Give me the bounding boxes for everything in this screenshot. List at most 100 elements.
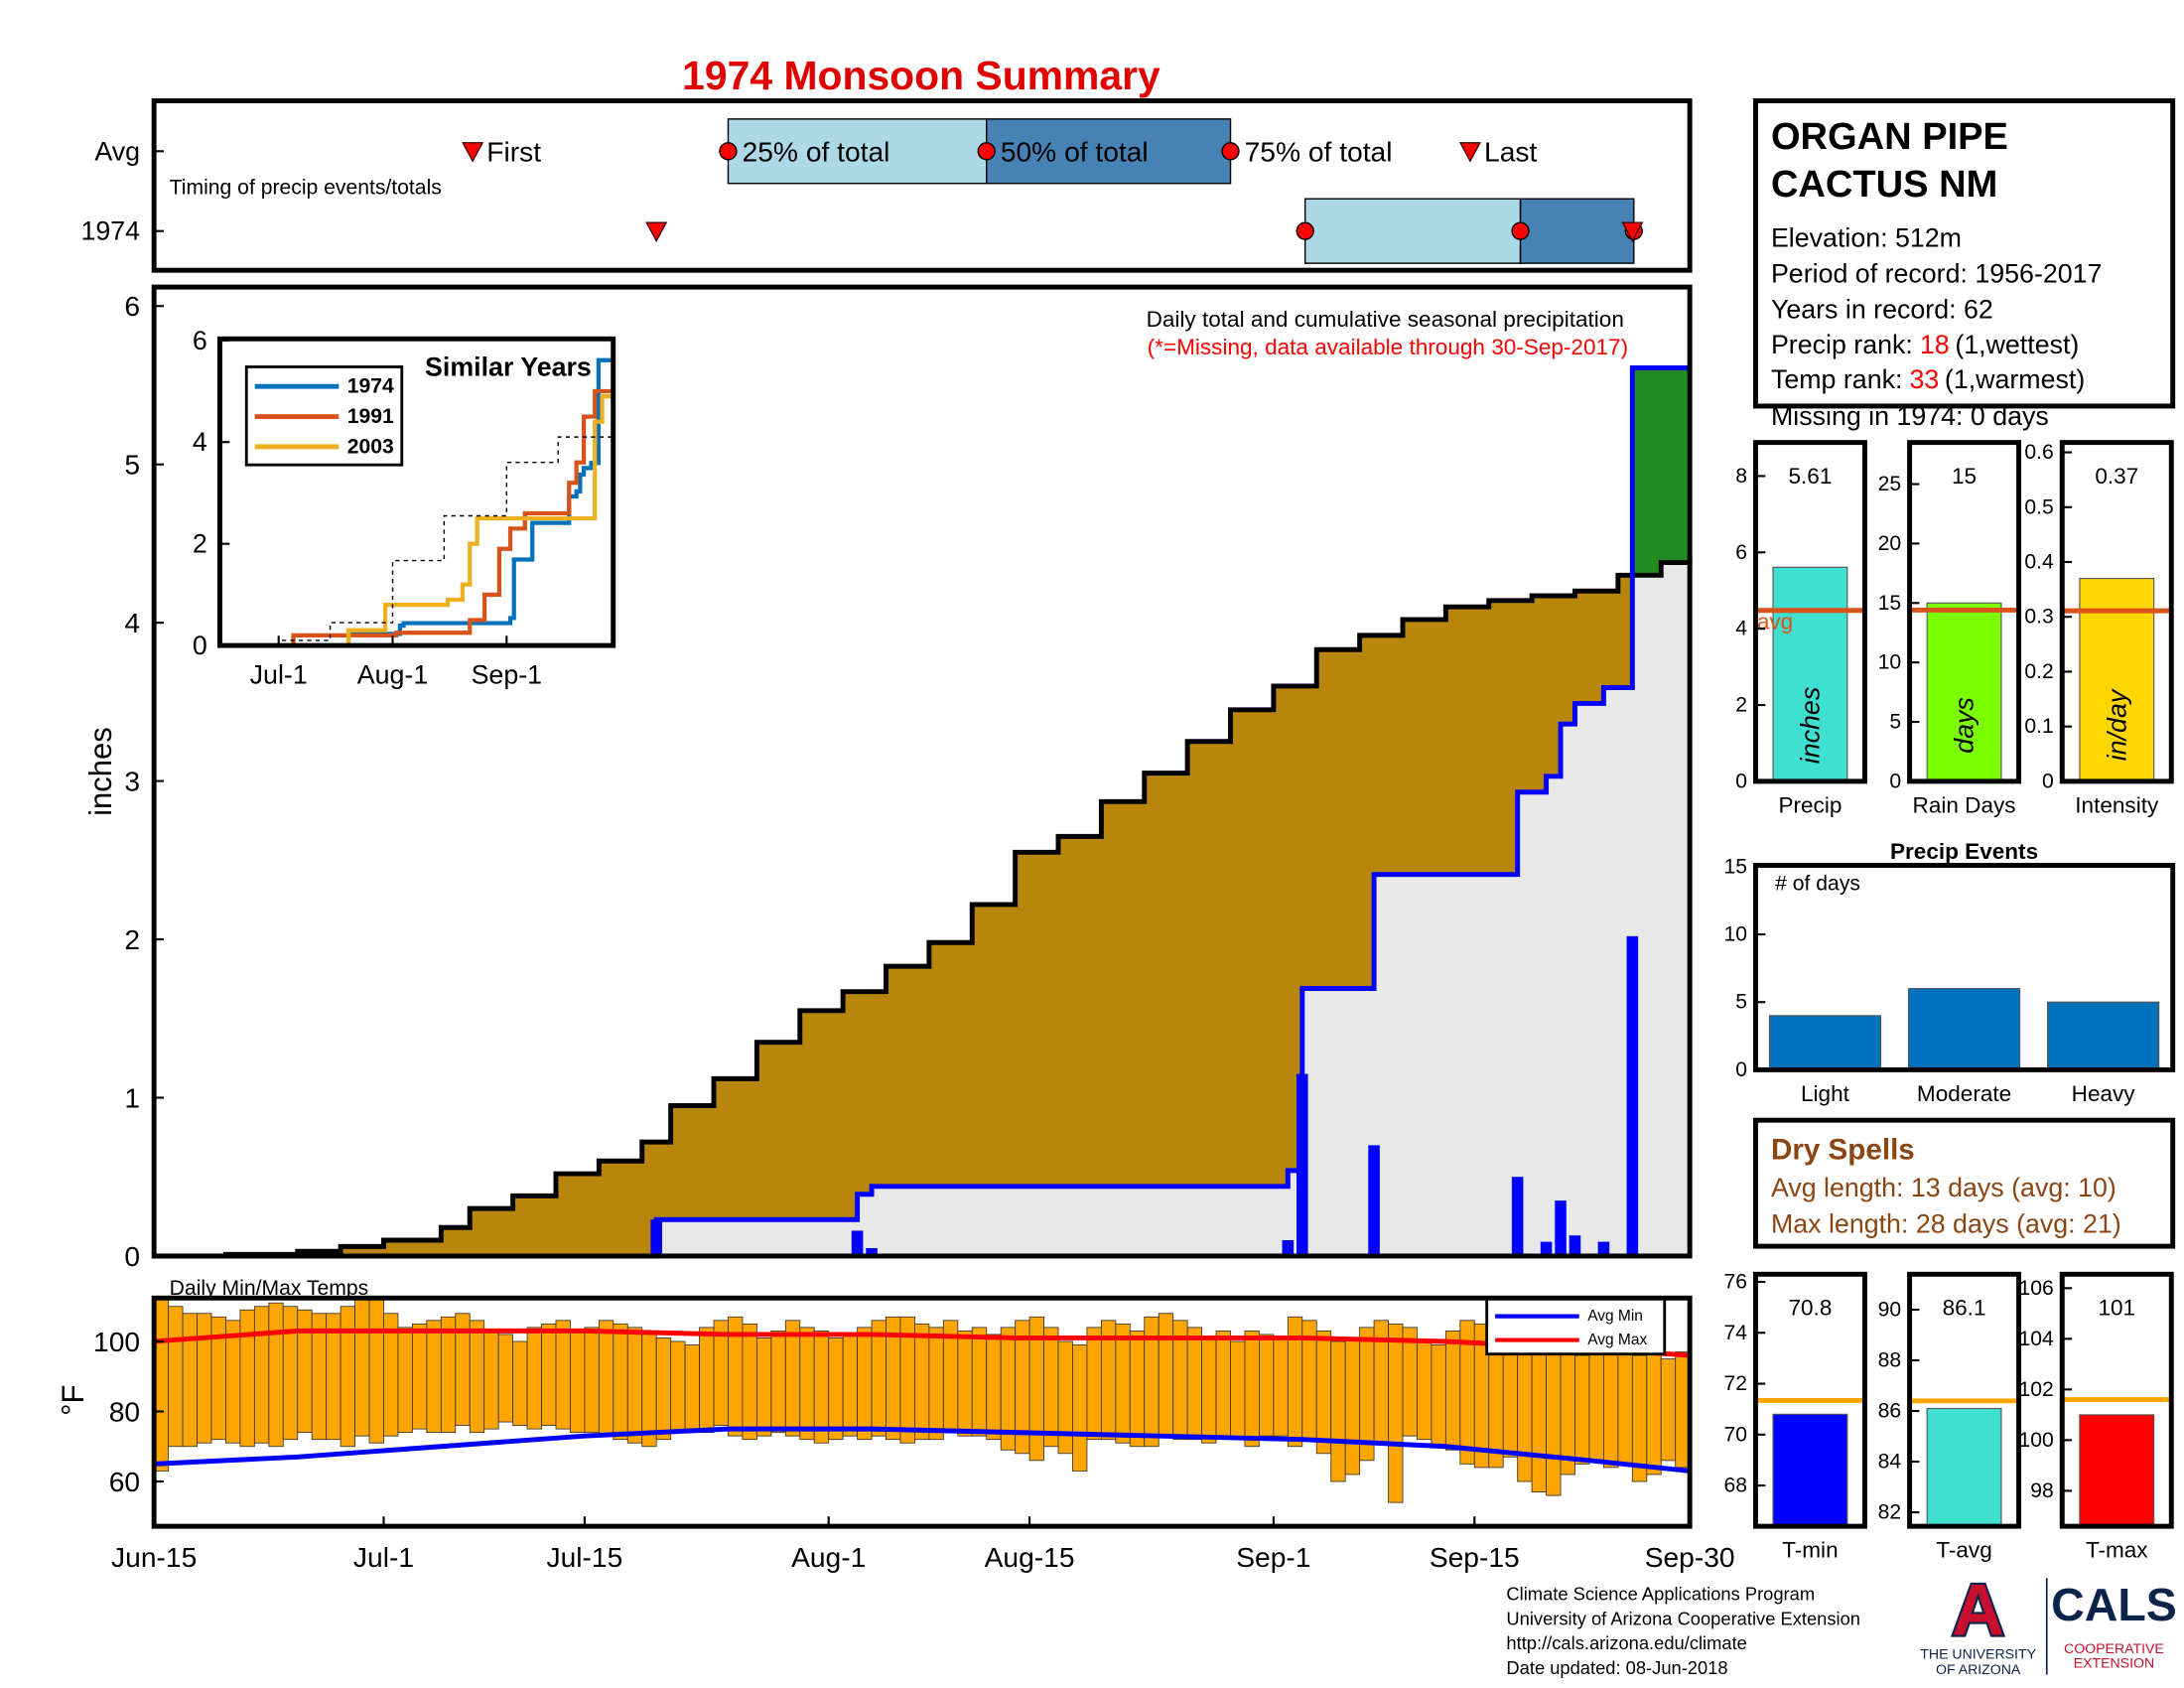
dry-spells-line: Avg length: 13 days (avg: 10) (1771, 1173, 2116, 1202)
temp-range-bar (626, 1327, 643, 1444)
rank-note: (1,warmest) (1945, 364, 2085, 394)
rank-label: Temp rank: (1771, 364, 1902, 394)
temp-range-bar (1330, 1340, 1346, 1482)
category-label: Intensity (2075, 792, 2159, 817)
year-area (154, 556, 1691, 1256)
value-label: 15 (1952, 464, 1977, 489)
temp-range-bar (168, 1306, 184, 1448)
temp-range-bar (282, 1306, 299, 1441)
event-marker (1621, 221, 1644, 243)
temp-range-bar (541, 1323, 557, 1427)
y-tick-label: 0.3 (2024, 606, 2053, 629)
logo-extension: EXTENSION (2074, 1655, 2154, 1671)
temp-range-bar (928, 1327, 944, 1441)
marker-label: First (486, 135, 541, 167)
station-name: ORGAN PIPE (1771, 116, 2008, 158)
logo-university: THE UNIVERSITY (1920, 1645, 2036, 1661)
legend-label: Avg Max (1587, 1332, 1647, 1348)
y-tick-label: 5 (124, 449, 140, 481)
temp-range-bar (1388, 1323, 1404, 1503)
y-tick-label: 4 (124, 607, 140, 638)
y-tick-label: 0 (2042, 770, 2054, 792)
y-tick-label: 84 (1878, 1451, 1902, 1474)
station-rank: Precip rank: 18 (1,wettest) (1771, 330, 2079, 359)
series-line (219, 420, 614, 646)
y-tick-label: 70 (1723, 1423, 1747, 1446)
y-tick-label: 0 (124, 1240, 140, 1272)
y-tick-label: 72 (1723, 1372, 1747, 1395)
category-label: Rain Days (1913, 792, 2016, 817)
y-tick-label: 76 (1723, 1270, 1747, 1293)
temp-range-bar (1574, 1354, 1590, 1465)
x-tick-label: Jul-15 (547, 1541, 623, 1573)
frame (2059, 440, 2174, 784)
temp-range-bar (526, 1327, 542, 1430)
y-tick-label: 0 (1735, 1058, 1747, 1081)
temp-range-bar (842, 1334, 859, 1437)
legend-label: 1974 (347, 375, 394, 398)
temp-range-bar (742, 1323, 757, 1441)
temp-range-bar (555, 1320, 571, 1430)
temp-range-bar (957, 1330, 973, 1437)
frame (216, 336, 616, 648)
category-label: Moderate (1917, 1081, 2011, 1106)
temp-range-bar (1201, 1337, 1217, 1444)
temp-range-bar (354, 1299, 370, 1437)
temp-range-bar (1344, 1337, 1361, 1476)
temp-range-bar (1258, 1334, 1275, 1437)
temp-range-bar (368, 1298, 384, 1444)
temp-range-bar (1402, 1327, 1418, 1437)
x-tick-label: Aug-1 (791, 1541, 866, 1573)
category-label: T-max (2086, 1538, 2148, 1563)
y-tick-label: 104 (2019, 1328, 2055, 1350)
y-tick-label: 60 (109, 1466, 140, 1497)
rank-value: 33 (1909, 364, 1939, 394)
temp-range-bar (1617, 1351, 1633, 1465)
y-axis-label: °F (56, 1385, 90, 1416)
station-name: CACTUS NM (1771, 164, 1997, 206)
category-label: Heavy (2072, 1081, 2136, 1106)
total-marker (1296, 221, 1314, 240)
legend-label: 1991 (347, 405, 394, 428)
y-tick-label: 0 (193, 631, 207, 660)
y-tick-label: 2 (1735, 694, 1747, 717)
y-tick-label: 82 (1878, 1501, 1902, 1524)
y-tick-label: 88 (1878, 1349, 1902, 1372)
temp-range-bar (1273, 1337, 1289, 1437)
y-tick-label: 102 (2019, 1378, 2054, 1401)
temp-range-bar (1057, 1340, 1073, 1455)
station-rank: Temp rank: 33 (1,warmest) (1771, 364, 2085, 394)
event-marker (645, 221, 668, 243)
value-label: 5.61 (1788, 464, 1832, 489)
value-label: 86.1 (1943, 1296, 1986, 1321)
temp-range-bar (1215, 1330, 1231, 1437)
y-tick-label: 0.1 (2024, 715, 2053, 738)
subtitle: Timing of precip events/totals (170, 176, 442, 199)
y-tick-label: 10 (1723, 923, 1747, 946)
daily-bar (1511, 1177, 1524, 1256)
temp-range-bar (1043, 1327, 1059, 1448)
temp-range-bar (469, 1320, 485, 1434)
frame (1752, 863, 2176, 1072)
footer-line: Climate Science Applications Program (1506, 1583, 1815, 1604)
quartile-box (1519, 198, 1635, 264)
station-info: Period of record: 1956-2017 (1771, 259, 2103, 289)
x-tick-label: Sep-30 (1645, 1541, 1735, 1573)
total-marker (719, 142, 738, 161)
temp-range-bar (1417, 1340, 1433, 1441)
bar (2047, 1001, 2160, 1070)
y-tick-label: 0.2 (2024, 660, 2053, 683)
temp-range-bar (1315, 1330, 1332, 1455)
temp-range-bar (340, 1306, 355, 1448)
legend-label: 2003 (347, 435, 394, 458)
daily-bar (1626, 935, 1639, 1256)
logo-cals: CALS (2051, 1579, 2177, 1630)
y-axis-label: inches (83, 727, 118, 816)
bar (1772, 566, 1848, 782)
frame (151, 98, 1693, 273)
y-tick-label: 5 (1735, 991, 1747, 1014)
x-tick-label: Jul-1 (250, 660, 308, 690)
chart-title: Similar Years (425, 352, 592, 381)
marker-label: 50% of total (1001, 135, 1149, 167)
